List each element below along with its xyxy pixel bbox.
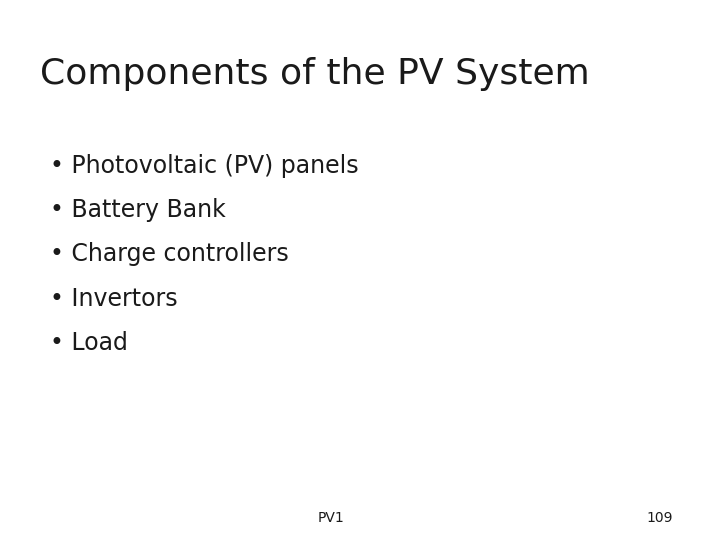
Text: • Load: • Load xyxy=(50,331,128,355)
Text: • Battery Bank: • Battery Bank xyxy=(50,198,226,222)
Text: Components of the PV System: Components of the PV System xyxy=(40,57,590,91)
Text: 109: 109 xyxy=(647,511,673,525)
Text: • Invertors: • Invertors xyxy=(50,287,178,310)
Text: • Charge controllers: • Charge controllers xyxy=(50,242,289,266)
Text: • Photovoltaic (PV) panels: • Photovoltaic (PV) panels xyxy=(50,154,359,178)
Text: PV1: PV1 xyxy=(318,511,345,525)
